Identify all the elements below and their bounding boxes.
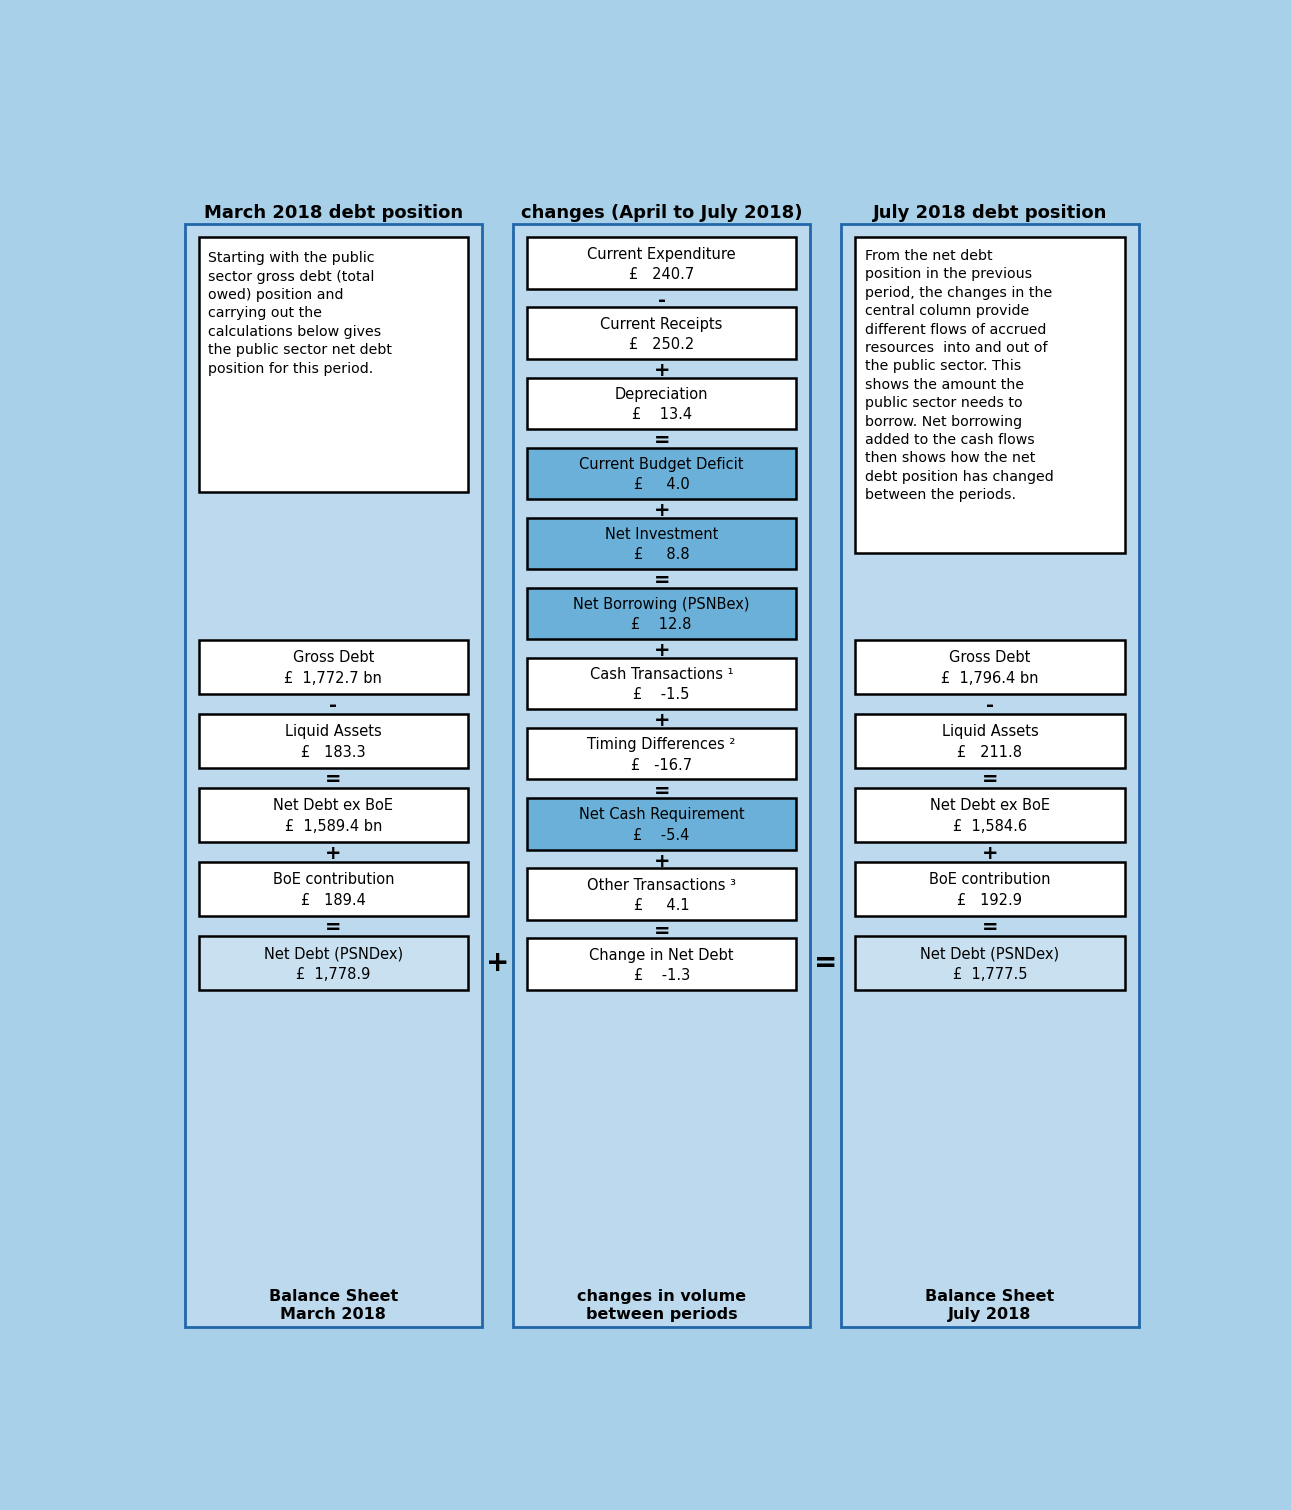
Text: +: + [653,361,670,381]
FancyBboxPatch shape [855,237,1124,553]
FancyBboxPatch shape [527,868,797,920]
Text: Net Debt (PSNDex): Net Debt (PSNDex) [263,947,403,960]
Text: Balance Sheet
July 2018: Balance Sheet July 2018 [926,1288,1055,1323]
Text: £   -16.7: £ -16.7 [631,758,692,773]
Text: Change in Net Debt: Change in Net Debt [590,948,733,963]
Text: +: + [653,852,670,871]
FancyBboxPatch shape [527,728,797,779]
Text: =: = [653,432,670,450]
Text: Net Debt ex BoE: Net Debt ex BoE [930,799,1050,814]
Text: July 2018 debt position: July 2018 debt position [873,204,1108,222]
Text: +: + [325,844,342,862]
Text: March 2018 debt position: March 2018 debt position [204,204,463,222]
Text: Cash Transactions ¹: Cash Transactions ¹ [590,667,733,683]
Text: £     4.1: £ 4.1 [634,897,689,912]
Text: Depreciation: Depreciation [615,387,709,402]
FancyBboxPatch shape [527,658,797,710]
Text: £  1,589.4 bn: £ 1,589.4 bn [284,820,382,834]
Text: =: = [653,571,670,590]
Text: £   211.8: £ 211.8 [958,746,1022,761]
Text: Gross Debt: Gross Debt [293,651,374,666]
FancyBboxPatch shape [855,640,1124,695]
Text: Liquid Assets: Liquid Assets [941,725,1038,740]
Text: £   183.3: £ 183.3 [301,746,365,761]
Text: =: = [981,770,998,790]
FancyBboxPatch shape [199,237,469,492]
Text: =: = [815,948,838,977]
Text: =: = [653,921,670,941]
Text: =: = [325,770,342,790]
FancyBboxPatch shape [199,788,469,843]
Text: £   240.7: £ 240.7 [629,267,695,282]
Text: £     8.8: £ 8.8 [634,547,689,562]
Text: From the net debt
position in the previous
period, the changes in the
central co: From the net debt position in the previo… [865,249,1053,503]
Text: +: + [485,948,509,977]
Text: £  1,584.6: £ 1,584.6 [953,820,1028,834]
FancyBboxPatch shape [855,788,1124,843]
Text: Net Debt ex BoE: Net Debt ex BoE [274,799,394,814]
Text: -: - [657,291,666,310]
FancyBboxPatch shape [527,797,797,850]
FancyBboxPatch shape [842,223,1139,1327]
Text: Balance Sheet
March 2018: Balance Sheet March 2018 [269,1288,398,1323]
Text: changes (April to July 2018): changes (April to July 2018) [520,204,803,222]
Text: =: = [325,918,342,936]
Text: Net Investment: Net Investment [605,527,718,542]
Text: changes in volume
between periods: changes in volume between periods [577,1288,746,1323]
FancyBboxPatch shape [855,862,1124,915]
Text: -: - [329,696,337,716]
FancyBboxPatch shape [199,936,469,989]
FancyBboxPatch shape [527,378,797,429]
FancyBboxPatch shape [527,938,797,989]
Text: £    12.8: £ 12.8 [631,618,692,633]
Text: Liquid Assets: Liquid Assets [285,725,382,740]
Text: £  1,778.9: £ 1,778.9 [296,966,371,982]
FancyBboxPatch shape [199,714,469,769]
Text: Timing Differences ²: Timing Differences ² [587,737,736,752]
Text: Current Expenditure: Current Expenditure [587,248,736,261]
Text: £    13.4: £ 13.4 [631,408,692,423]
Text: £    -1.3: £ -1.3 [634,968,689,983]
Text: =: = [653,782,670,800]
Text: £   189.4: £ 189.4 [301,894,365,908]
FancyBboxPatch shape [527,308,797,359]
FancyBboxPatch shape [513,223,811,1327]
Text: BoE contribution: BoE contribution [272,873,394,888]
FancyBboxPatch shape [185,223,482,1327]
Text: £    -5.4: £ -5.4 [634,827,689,843]
Text: Net Borrowing (PSNBex): Net Borrowing (PSNBex) [573,598,750,612]
Text: £    -1.5: £ -1.5 [634,687,689,702]
Text: Net Cash Requirement: Net Cash Requirement [578,808,745,823]
FancyBboxPatch shape [199,862,469,915]
Text: £  1,772.7 bn: £ 1,772.7 bn [284,672,382,687]
FancyBboxPatch shape [527,447,797,500]
Text: £  1,777.5: £ 1,777.5 [953,966,1028,982]
Text: Net Debt (PSNDex): Net Debt (PSNDex) [920,947,1060,960]
Text: +: + [653,711,670,731]
Text: £   250.2: £ 250.2 [629,337,695,352]
Text: Current Budget Deficit: Current Budget Deficit [580,458,744,473]
Text: +: + [981,844,998,862]
Text: Starting with the public
sector gross debt (total
owed) position and
carrying ou: Starting with the public sector gross de… [208,251,392,376]
FancyBboxPatch shape [855,936,1124,989]
Text: £     4.0: £ 4.0 [634,477,689,492]
Text: Other Transactions ³: Other Transactions ³ [587,877,736,892]
FancyBboxPatch shape [855,714,1124,769]
Text: Current Receipts: Current Receipts [600,317,723,332]
Text: Gross Debt: Gross Debt [949,651,1030,666]
Text: -: - [986,696,994,716]
FancyBboxPatch shape [527,518,797,569]
FancyBboxPatch shape [527,587,797,639]
FancyBboxPatch shape [527,237,797,288]
Text: +: + [653,642,670,660]
Text: =: = [981,918,998,936]
FancyBboxPatch shape [199,640,469,695]
Text: BoE contribution: BoE contribution [930,873,1051,888]
Text: £  1,796.4 bn: £ 1,796.4 bn [941,672,1039,687]
Text: £   192.9: £ 192.9 [958,894,1022,908]
Text: +: + [653,501,670,521]
